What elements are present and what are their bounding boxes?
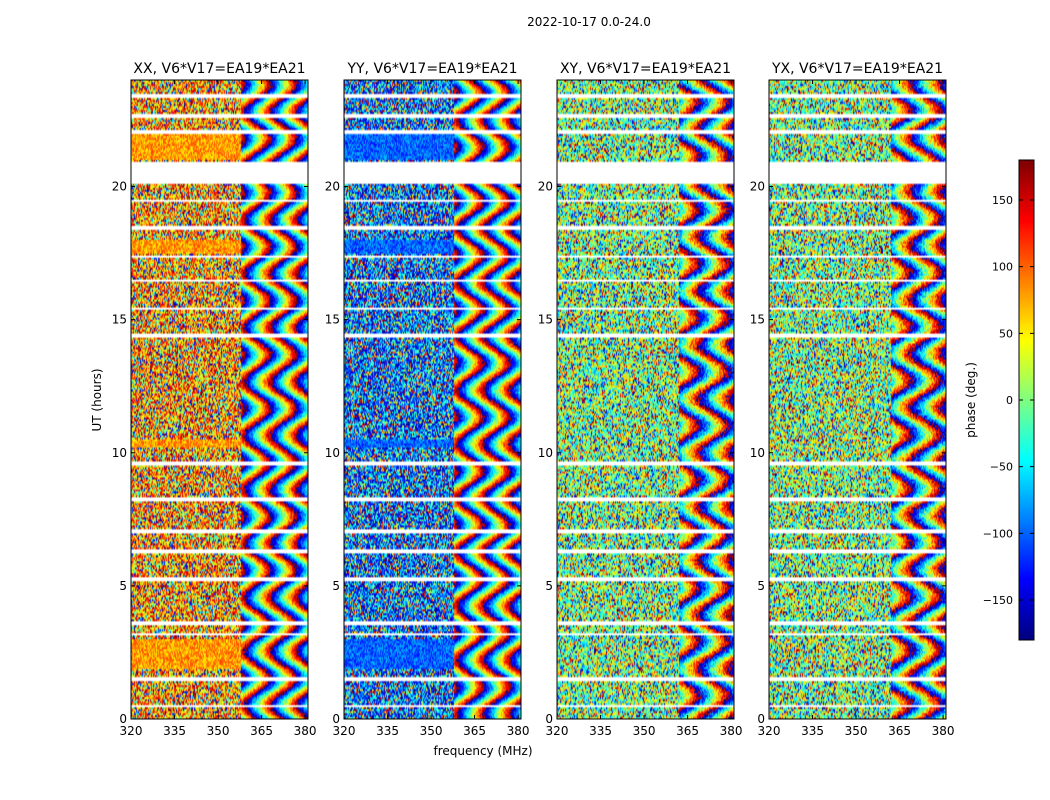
panel-4-y-tick-label: 0 xyxy=(757,712,765,726)
panel-1-title: XX, V6*V17=EA19*EA21 xyxy=(133,61,305,77)
colorbar-gradient xyxy=(1019,160,1034,640)
panel-2-y-tick-label: 20 xyxy=(325,180,340,194)
panel-1-x-tick-label: 320 xyxy=(120,724,143,738)
colorbar: 150 100 50 0 −50 −100 −150 xyxy=(983,159,1035,641)
panel-2-x-tick-label: 320 xyxy=(333,724,356,738)
panel-1-frame xyxy=(130,79,309,720)
panel-3-y-tick-label: 20 xyxy=(538,180,553,194)
panel-3-x-tick-label: 320 xyxy=(546,724,569,738)
panel-3-frame xyxy=(556,79,735,720)
panel-2-y-tick-label: 0 xyxy=(332,712,340,726)
y-axis-label: UT (hours) xyxy=(90,368,104,431)
panel-2-x-tick-label: 365 xyxy=(463,724,486,738)
panel-1: XX, V6*V17=EA19*EA21 320 335 350 365 380 0 5 10 1… xyxy=(112,61,317,738)
panel-4-waterfall xyxy=(769,80,946,719)
panel-3-waterfall xyxy=(557,80,734,719)
colorbar-tick-label: −50 xyxy=(990,461,1013,474)
colorbar-tick-label: 50 xyxy=(999,327,1013,340)
panel-3-y-tick-label: 15 xyxy=(538,313,553,327)
panel-1-x-tick-label: 350 xyxy=(207,724,230,738)
panel-3-x-tick-label: 350 xyxy=(633,724,656,738)
panel-4-y-tick-label: 5 xyxy=(757,579,765,593)
colorbar-tick-label: 100 xyxy=(992,261,1013,274)
x-axis-label: frequency (MHz) xyxy=(433,744,532,758)
panel-1-waterfall xyxy=(131,80,308,719)
colorbar-tick-label: −100 xyxy=(983,527,1013,540)
panel-3-x-tick-label: 365 xyxy=(676,724,699,738)
panel-3-title: XY, V6*V17=EA19*EA21 xyxy=(560,61,731,77)
panel-2-x-tick-label: 350 xyxy=(420,724,443,738)
panel-4-x-tick-label: 350 xyxy=(845,724,868,738)
panel-1-x-tick-label: 335 xyxy=(163,724,186,738)
panel-2: YY, V6*V17=EA19*EA21 320 335 350 365 380 0 5 10 1… xyxy=(325,61,530,738)
panel-2-x-tick-label: 335 xyxy=(376,724,399,738)
panel-3-y-tick-label: 5 xyxy=(545,579,553,593)
panel-4-y-tick-label: 10 xyxy=(750,446,765,460)
panel-1-y-tick-label: 10 xyxy=(112,446,127,460)
panel-4-y-tick-label: 20 xyxy=(750,180,765,194)
panel-4-x-tick-label: 380 xyxy=(932,724,955,738)
panel-4-x-tick-label: 320 xyxy=(758,724,781,738)
panel-3-y-tick-label: 0 xyxy=(545,712,553,726)
panel-4-frame xyxy=(768,79,947,720)
panel-1-y-tick-label: 15 xyxy=(112,313,127,327)
panel-4-title: YX, V6*V17=EA19*EA21 xyxy=(771,61,943,77)
panel-4-x-tick-label: 365 xyxy=(888,724,911,738)
colorbar-tick-label: 0 xyxy=(1006,394,1013,407)
panel-1-y-tick-label: 0 xyxy=(119,712,127,726)
figure-title: 2022-10-17 0.0-24.0 xyxy=(527,15,651,29)
panel-4: YX, V6*V17=EA19*EA21 320 335 350 365 380 0 5 10 1… xyxy=(750,61,955,738)
colorbar-label: phase (deg.) xyxy=(964,362,978,438)
panel-3-y-tick-label: 10 xyxy=(538,446,553,460)
panel-1-y-tick-label: 20 xyxy=(112,180,127,194)
colorbar-tick-label: −150 xyxy=(983,594,1013,607)
panel-2-y-tick-label: 5 xyxy=(332,579,340,593)
panel-2-frame xyxy=(343,79,522,720)
panel-2-y-tick-label: 10 xyxy=(325,446,340,460)
panel-2-title: YY, V6*V17=EA19*EA21 xyxy=(346,61,517,77)
panel-1-x-tick-label: 365 xyxy=(250,724,273,738)
panels-group: XX, V6*V17=EA19*EA21 320 335 350 365 380 0 5 10 1… xyxy=(112,61,955,738)
panel-1-y-tick-label: 5 xyxy=(119,579,127,593)
panel-2-y-tick-label: 15 xyxy=(325,313,340,327)
panel-1-x-tick-label: 380 xyxy=(294,724,317,738)
panel-3-x-tick-label: 380 xyxy=(720,724,743,738)
panel-2-waterfall xyxy=(344,80,521,719)
colorbar-tick-label: 150 xyxy=(992,194,1013,207)
panel-3-x-tick-label: 335 xyxy=(589,724,612,738)
panel-4-x-tick-label: 335 xyxy=(801,724,824,738)
panel-2-x-tick-label: 380 xyxy=(507,724,530,738)
panel-4-y-tick-label: 15 xyxy=(750,313,765,327)
panel-3: XY, V6*V17=EA19*EA21 320 335 350 365 380 0 5 10 1… xyxy=(538,61,743,738)
